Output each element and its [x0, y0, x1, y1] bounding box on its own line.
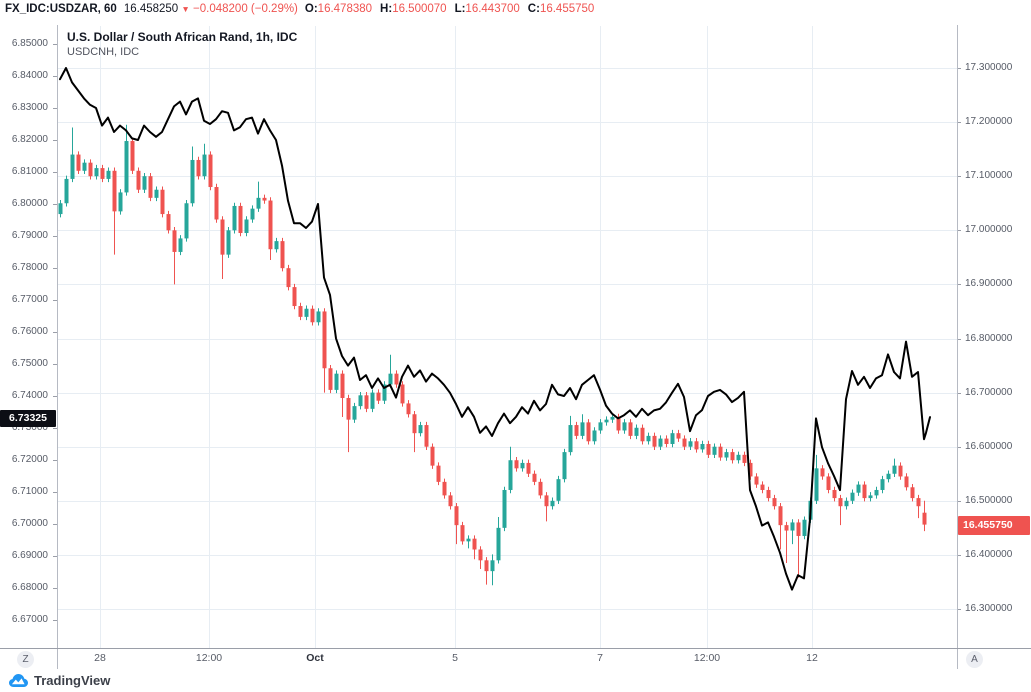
right-axis-label: 17.300000	[965, 62, 1013, 73]
left-axis-label: 6.75000	[11, 358, 48, 369]
chart-legend: U.S. Dollar / South African Rand, 1h, ID…	[67, 30, 297, 60]
left-axis-label: 6.69000	[11, 550, 48, 561]
time-axis-label: Oct	[306, 652, 324, 664]
left-axis-label: 6.71000	[11, 486, 48, 497]
time-axis-label: 5	[452, 652, 458, 664]
tradingview-cloud-logo	[9, 673, 28, 687]
time-axis-label: 12	[806, 652, 818, 664]
tradingview-attribution[interactable]: TradingView	[8, 670, 110, 690]
time-axis-left-divider	[57, 649, 58, 669]
right-axis-label: 16.600000	[965, 440, 1013, 452]
right-axis-label: 16.400000	[965, 548, 1013, 560]
low-value: 16.443700	[465, 3, 520, 15]
right-axis-label: 16.500000	[965, 494, 1013, 506]
time-axis[interactable]: Z A 28 12:00 Oct 5 7 12:00 12	[0, 648, 1031, 669]
high-label: H:	[380, 3, 393, 15]
price-chart-canvas[interactable]	[0, 18, 1031, 648]
right-axis-label: 17.200000	[965, 116, 1013, 128]
close-label: C:	[527, 3, 540, 15]
left-axis-label: 6.74000	[11, 390, 48, 401]
open-value: 16.478380	[317, 3, 373, 15]
symbol-header: FX_IDC:USDZAR, 60 16.458250 ▼ −0.048200 (…	[5, 1, 602, 18]
time-axis-label: 12:00	[693, 652, 721, 664]
right-axis-label: 16.800000	[965, 332, 1013, 344]
high-value: 16.500070	[392, 3, 447, 15]
time-axis-label: 12:00	[195, 652, 223, 664]
usdcnh-last-price-label: 6.73325	[0, 409, 56, 427]
tradingview-logo-text: TradingView	[34, 672, 111, 688]
price-chart-pane[interactable]: 6.85000 6.84000 6.83000 6.82000 6.81000 6.800…	[0, 18, 1031, 648]
left-axis-label: 6.78000	[11, 262, 48, 273]
usdzar-last-price-label: 16.455750	[958, 515, 1030, 535]
down-arrow-icon: ▼	[181, 4, 190, 14]
left-axis-label: 6.84000	[11, 70, 48, 81]
last-price: 16.458250	[123, 3, 179, 15]
right-axis-label: 16.900000	[965, 278, 1013, 290]
left-axis-label: 6.81000	[11, 166, 48, 177]
open-label: O:	[304, 3, 318, 15]
left-axis-label: 6.73000	[11, 422, 48, 433]
right-axis-label: 17.000000	[965, 224, 1013, 236]
price-change: −0.048200 (−0.29%)	[193, 3, 298, 15]
main-series-legend[interactable]: U.S. Dollar / South African Rand, 1h, ID…	[67, 30, 298, 44]
left-axis-border	[57, 25, 58, 648]
usdzar-candles	[58, 124, 927, 586]
right-axis-label: 17.100000	[965, 170, 1013, 182]
symbol-title[interactable]: FX_IDC:USDZAR, 60	[5, 3, 117, 15]
left-axis-label: 6.67000	[11, 614, 48, 625]
left-axis-label: 6.79000	[11, 230, 48, 241]
low-label: L:	[454, 3, 466, 15]
left-axis-label: 6.77000	[11, 294, 48, 305]
right-axis-border	[957, 25, 958, 648]
left-axis-label: 6.80000	[11, 198, 48, 209]
left-scale-mode-button[interactable]: Z	[17, 651, 34, 668]
right-scale-mode-button[interactable]: A	[966, 651, 983, 668]
close-value: 16.455750	[539, 3, 595, 15]
axis-ticks	[53, 44, 961, 621]
left-axis-label: 6.76000	[11, 326, 48, 337]
time-axis-label: 7	[597, 652, 603, 664]
time-axis-label: 28	[94, 652, 106, 664]
usdcnh-line	[59, 67, 931, 591]
gridlines	[57, 26, 957, 648]
left-axis-label: 6.83000	[11, 102, 48, 113]
left-axis-label: 6.82000	[11, 134, 48, 145]
left-axis-label: 6.85000	[11, 38, 48, 49]
overlay-series-legend[interactable]: USDCNH, IDC	[67, 46, 140, 58]
left-axis-label: 6.72000	[11, 454, 48, 465]
left-axis-label: 6.70000	[11, 518, 48, 529]
right-axis-label: 16.300000	[965, 603, 1013, 614]
right-axis-label: 16.700000	[965, 386, 1013, 398]
time-axis-right-divider	[957, 649, 958, 669]
left-axis-label: 6.68000	[11, 582, 48, 593]
